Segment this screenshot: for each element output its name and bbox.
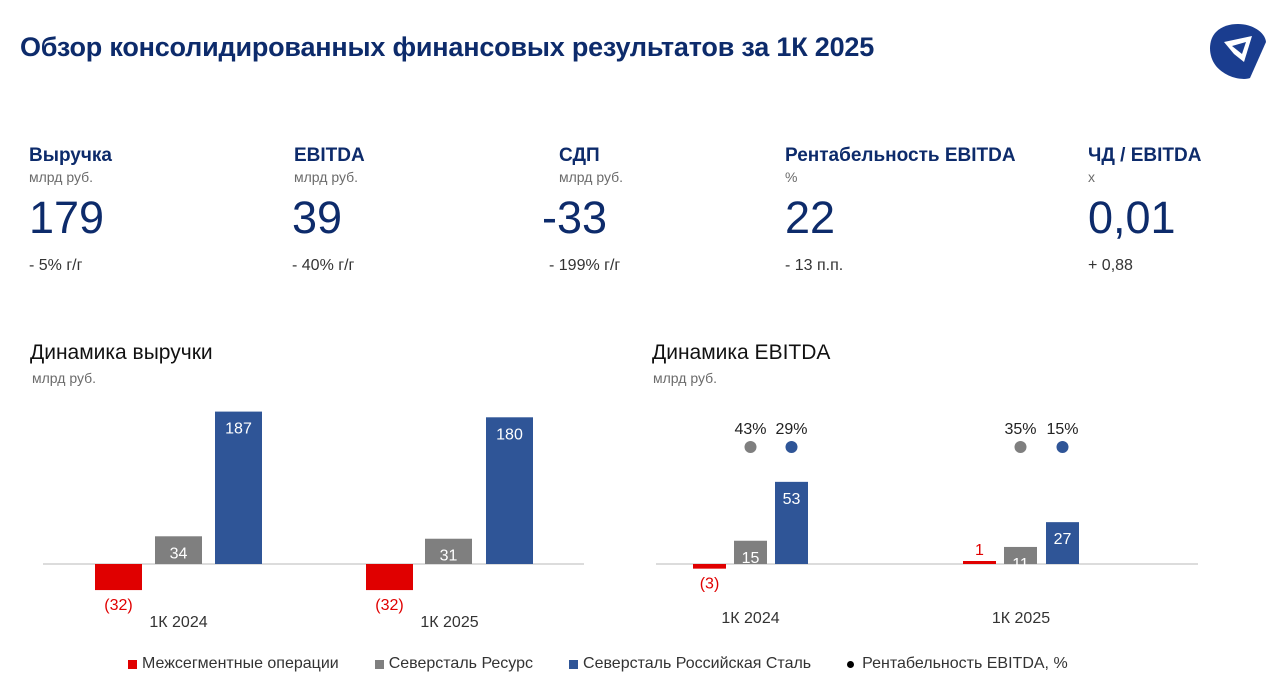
- ebitda-bar: [1004, 546, 1037, 564]
- ebitda-margin-label: 29%: [775, 421, 807, 438]
- kpi-value: 0,01: [1088, 192, 1176, 243]
- legend-label: Рентабельность EBITDA, %: [862, 655, 1068, 672]
- ebitda-margin-label: 15%: [1046, 421, 1078, 438]
- revenue-bar: [366, 564, 413, 591]
- ebitda-bar-label: 1: [975, 542, 984, 559]
- kpi-label: ЧД / EBITDA: [1088, 145, 1202, 166]
- revenue-bar: [215, 411, 262, 564]
- ebitda-bar: [693, 564, 726, 569]
- kpi-value: 22: [785, 192, 836, 243]
- ebitda-bar-label: (3): [700, 576, 720, 593]
- kpi-unit: млрд руб.: [294, 169, 359, 185]
- ebitda-bar-label: 11: [1012, 556, 1029, 573]
- kpi-free-cash-flow: СДП млрд руб. -33 - 199% г/г: [542, 144, 623, 276]
- ebitda-margin-label: 43%: [734, 421, 766, 438]
- revenue-bar-label: 31: [440, 548, 458, 565]
- kpi-value: -33: [542, 192, 608, 243]
- kpi-unit: млрд руб.: [559, 169, 624, 185]
- revenue-bar-label: (32): [104, 597, 132, 614]
- kpi-label: СДП: [559, 145, 600, 166]
- ebitda-margin-dot: [744, 441, 757, 453]
- ebitda-margin-dot: [1056, 441, 1069, 453]
- kpi-ebitda-margin: Рентабельность EBITDA % 22 - 13 п.п.: [785, 144, 1016, 276]
- kpi-change: - 199% г/г: [549, 257, 621, 274]
- kpi-value: 39: [292, 192, 343, 243]
- ebitda-chart-unit: млрд руб.: [653, 370, 718, 386]
- revenue-bar: [425, 538, 472, 564]
- ebitda-bar: [734, 540, 767, 564]
- ebitda-bar-label: 15: [742, 550, 760, 567]
- legend-label: Межсегментные операции: [142, 655, 339, 672]
- kpi-label: Рентабельность EBITDA: [785, 145, 1016, 166]
- ebitda-chart-title: Динамика EBITDA: [652, 341, 831, 364]
- legend-item-ebitda-margin: Рентабельность EBITDA, %: [847, 655, 1068, 673]
- legend-swatch-gray: [374, 659, 384, 669]
- revenue-bar: [95, 564, 142, 591]
- ebitda-margin-label: 35%: [1004, 421, 1036, 438]
- revenue-chart-title: Динамика выручки: [30, 341, 213, 364]
- kpi-unit: млрд руб.: [29, 169, 94, 185]
- ebitda-bar: [1046, 522, 1079, 564]
- revenue-bar-label: (32): [375, 597, 403, 614]
- revenue-category-label: 1К 2025: [420, 614, 478, 631]
- ebitda-bar-label: 27: [1054, 531, 1072, 548]
- kpi-change: - 40% г/г: [292, 257, 355, 274]
- ebitda-bar-label: 53: [783, 491, 801, 508]
- legend-dot-black: [847, 660, 855, 668]
- kpi-revenue: Выручка млрд руб. 179 - 5% г/г: [29, 144, 112, 276]
- revenue-bar-label: 180: [496, 426, 523, 443]
- legend-item-russian-steel: Северсталь Российская Сталь: [569, 655, 811, 673]
- kpi-change: - 5% г/г: [29, 257, 83, 274]
- legend-label: Северсталь Российская Сталь: [583, 655, 812, 672]
- revenue-category-label: 1К 2024: [149, 614, 207, 631]
- legend: Межсегментные операции Северсталь Ресурс…: [128, 654, 1104, 674]
- ebitda-margin-dot: [785, 441, 798, 453]
- kpi-unit: %: [785, 169, 798, 185]
- company-logo: [1210, 24, 1266, 79]
- ebitda-bar: [775, 481, 808, 564]
- revenue-bar: [155, 536, 202, 564]
- legend-swatch-blue: [569, 659, 579, 669]
- kpi-unit: x: [1088, 169, 1095, 185]
- ebitda-bar: [963, 561, 996, 564]
- kpi-label: Выручка: [29, 145, 112, 166]
- kpi-change: + 0,88: [1088, 257, 1133, 274]
- legend-swatch-red: [128, 659, 137, 669]
- ebitda-category-label: 1К 2024: [721, 610, 779, 627]
- legend-item-intersegment: Межсегментные операции: [128, 655, 339, 673]
- ebitda-category-label: 1К 2025: [992, 610, 1050, 627]
- ebitda-margin-dot: [1014, 441, 1027, 453]
- kpi-net-debt-ebitda: ЧД / EBITDA x 0,01 + 0,88: [1088, 144, 1201, 276]
- kpi-value: 179: [29, 192, 105, 243]
- legend-label: Северсталь Ресурс: [388, 655, 534, 672]
- revenue-bar: [486, 417, 533, 564]
- page-title: Обзор консолидированных финансовых резул…: [20, 32, 875, 62]
- kpi-ebitda: EBITDA млрд руб. 39 - 40% г/г: [292, 144, 365, 276]
- legend-item-resource: Северсталь Ресурс: [374, 655, 534, 673]
- revenue-bar-label: 187: [225, 421, 252, 438]
- revenue-bar-label: 34: [170, 545, 188, 562]
- kpi-change: - 13 п.п.: [785, 257, 844, 274]
- revenue-chart-unit: млрд руб.: [32, 370, 97, 386]
- kpi-label: EBITDA: [294, 145, 365, 166]
